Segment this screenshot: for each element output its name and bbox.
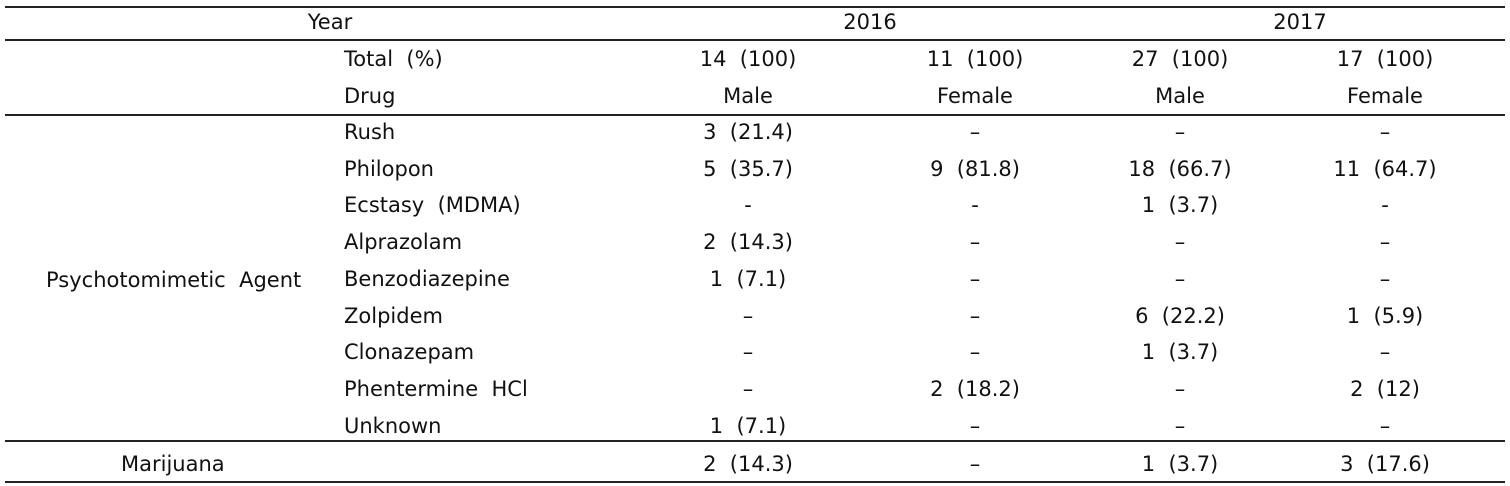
- total-2017-female: 17 (100): [1336, 47, 1434, 71]
- value-cell: –: [969, 266, 981, 291]
- drug-name: Clonazepam: [344, 340, 475, 365]
- sex-2017-male: Male: [1155, 84, 1205, 108]
- value-cell: 11 (64.7): [1333, 156, 1437, 181]
- drug-label: Drug: [344, 84, 396, 108]
- value-cell: –: [1174, 120, 1186, 144]
- value-cell: 3 (21.4): [703, 120, 793, 144]
- value-cell: –: [742, 340, 754, 365]
- value-cell: –: [969, 340, 981, 365]
- drug-name: Philopon: [344, 156, 434, 181]
- value-cell: 2 (18.2): [930, 376, 1020, 401]
- value-cell: -: [971, 193, 979, 218]
- total-2016-male: 14 (100): [699, 47, 797, 71]
- value-cell: 5 (35.7): [703, 156, 793, 181]
- value-cell: 9 (81.8): [930, 156, 1020, 181]
- drug-name: Alprazolam: [344, 230, 463, 255]
- group-label-marijuana: Marijuana: [121, 452, 225, 476]
- value-cell: –: [1379, 230, 1391, 255]
- value-cell: 2 (14.3): [703, 230, 793, 255]
- marijuana-2017-male: 1 (3.7): [1141, 452, 1219, 476]
- drug-name: Phentermine HCl: [344, 376, 528, 401]
- group-rule: [5, 440, 1505, 442]
- drug-name: Zolpidem: [344, 303, 443, 328]
- value-cell: -: [1381, 193, 1389, 218]
- sex-2017-female: Female: [1347, 84, 1423, 108]
- sex-2016-male: Male: [723, 84, 773, 108]
- value-cell: 18 (66.7): [1128, 156, 1232, 181]
- drug-name: Rush: [344, 120, 396, 144]
- marijuana-2016-male: 2 (14.3): [703, 452, 793, 476]
- value-cell: 1 (5.9): [1346, 303, 1424, 328]
- body-rule: [5, 114, 1505, 116]
- value-cell: –: [1174, 413, 1186, 438]
- value-cell: –: [969, 230, 981, 255]
- value-cell: –: [1174, 230, 1186, 255]
- value-cell: –: [1174, 266, 1186, 291]
- total-2017-male: 27 (100): [1131, 47, 1229, 71]
- drug-name: Ecstasy (MDMA): [344, 193, 521, 218]
- value-cell: 1 (7.1): [709, 413, 787, 438]
- sex-2016-female: Female: [937, 84, 1013, 108]
- value-cell: –: [1174, 376, 1186, 401]
- marijuana-2016-female: –: [969, 452, 981, 476]
- drug-name: Benzodiazepine: [344, 266, 510, 291]
- bottom-rule: [5, 481, 1505, 483]
- header-rule: [5, 39, 1505, 41]
- total-2016-female: 11 (100): [926, 47, 1024, 71]
- value-cell: –: [742, 376, 754, 401]
- top-rule: [5, 6, 1505, 8]
- value-cell: –: [969, 120, 981, 144]
- drug-name: Unknown: [344, 413, 442, 438]
- year-2016: 2016: [843, 10, 897, 34]
- value-cell: 2 (12): [1350, 376, 1420, 401]
- value-cell: –: [1379, 120, 1391, 144]
- value-cell: 6 (22.2): [1135, 303, 1225, 328]
- year-2017: 2017: [1273, 10, 1327, 34]
- value-cell: –: [1379, 266, 1391, 291]
- value-cell: -: [744, 193, 752, 218]
- value-cell: 1 (3.7): [1141, 340, 1219, 365]
- group-label-psychotomimetic: Psychotomimetic Agent: [46, 268, 302, 292]
- total-label: Total (%): [344, 47, 443, 71]
- year-label: Year: [307, 10, 353, 34]
- value-cell: –: [1379, 340, 1391, 365]
- value-cell: –: [969, 413, 981, 438]
- value-cell: 1 (3.7): [1141, 193, 1219, 218]
- drug-table: Year 2016 2017 Total (%) 14 (100) 11 (10…: [5, 6, 1505, 484]
- value-cell: –: [969, 303, 981, 328]
- value-cell: –: [1379, 413, 1391, 438]
- value-cell: 1 (7.1): [709, 266, 787, 291]
- marijuana-2017-female: 3 (17.6): [1340, 452, 1430, 476]
- value-cell: –: [742, 303, 754, 328]
